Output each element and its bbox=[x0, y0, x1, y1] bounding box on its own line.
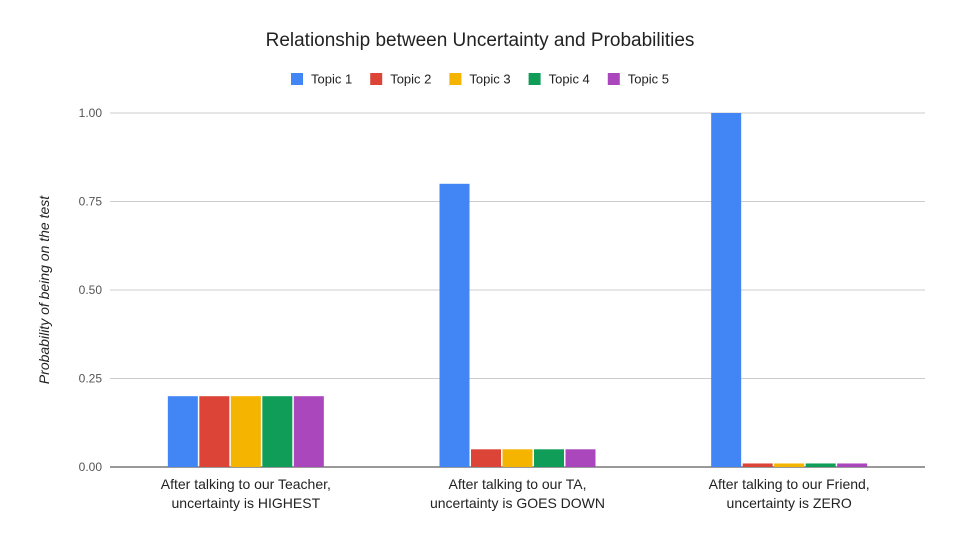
bar-topic-4-cat-2 bbox=[534, 449, 564, 467]
bars bbox=[167, 113, 868, 468]
legend-item-topic-1[interactable]: Topic 1 bbox=[291, 72, 352, 87]
bar-topic-5-cat-2 bbox=[565, 449, 596, 467]
legend-item-topic-5[interactable]: Topic 5 bbox=[607, 72, 669, 87]
bar-topic-3-cat-1 bbox=[230, 396, 261, 467]
y-tick-label: 0.25 bbox=[79, 372, 103, 386]
x-category-label: After talking to our Friend, bbox=[709, 476, 870, 492]
bar-topic-3-cat-3 bbox=[774, 463, 805, 467]
bar-topic-3-cat-2 bbox=[502, 449, 533, 467]
bar-topic-2-cat-2 bbox=[471, 449, 501, 467]
y-tick-label: 0.00 bbox=[79, 460, 103, 474]
bar-topic-5-cat-3 bbox=[837, 463, 868, 467]
legend-label: Topic 5 bbox=[628, 72, 669, 87]
legend-swatch bbox=[607, 73, 620, 85]
gridlines bbox=[110, 112, 925, 468]
legend-label: Topic 1 bbox=[311, 72, 352, 87]
x-axis-labels: After talking to our Teacher, uncertainty… bbox=[161, 476, 870, 511]
y-tick-label: 0.50 bbox=[79, 283, 103, 297]
legend-label: Topic 4 bbox=[549, 72, 590, 87]
bar-topic-1-cat-2 bbox=[439, 183, 470, 468]
x-category-label: uncertainty is GOES DOWN bbox=[430, 495, 605, 511]
x-category-label: uncertainty is ZERO bbox=[727, 495, 852, 511]
legend-item-topic-2[interactable]: Topic 2 bbox=[370, 72, 431, 87]
chart-title: Relationship between Uncertainty and Pro… bbox=[266, 30, 695, 51]
bar-topic-4-cat-3 bbox=[805, 463, 836, 467]
legend-label: Topic 2 bbox=[390, 72, 431, 87]
bar-topic-1-cat-3 bbox=[711, 113, 742, 467]
bar-topic-4-cat-1 bbox=[262, 396, 293, 467]
x-category-label: uncertainty is HIGHEST bbox=[172, 495, 321, 511]
x-category-label: After talking to our Teacher, bbox=[161, 476, 331, 492]
bar-topic-5-cat-1 bbox=[293, 396, 324, 467]
y-axis-ticks: 0.00 0.25 0.50 0.75 1.00 bbox=[79, 106, 103, 474]
bar-topic-1-cat-1 bbox=[167, 396, 198, 467]
legend: Topic 1 Topic 2 Topic 3 Topic 4 Topic 5 bbox=[291, 72, 669, 87]
x-category-label: After talking to our TA, bbox=[449, 476, 587, 492]
legend-swatch bbox=[291, 73, 304, 85]
legend-item-topic-3[interactable]: Topic 3 bbox=[449, 72, 511, 87]
y-tick-label: 0.75 bbox=[79, 195, 103, 209]
legend-swatch bbox=[370, 73, 383, 85]
legend-item-topic-4[interactable]: Topic 4 bbox=[528, 72, 590, 87]
legend-swatch bbox=[449, 73, 462, 85]
legend-swatch bbox=[528, 73, 541, 85]
bar-topic-2-cat-3 bbox=[742, 463, 773, 467]
bar-topic-2-cat-1 bbox=[199, 396, 230, 467]
y-tick-label: 1.00 bbox=[79, 106, 103, 120]
y-axis-label: Probability of being on the test bbox=[36, 195, 52, 384]
legend-label: Topic 3 bbox=[469, 72, 510, 87]
